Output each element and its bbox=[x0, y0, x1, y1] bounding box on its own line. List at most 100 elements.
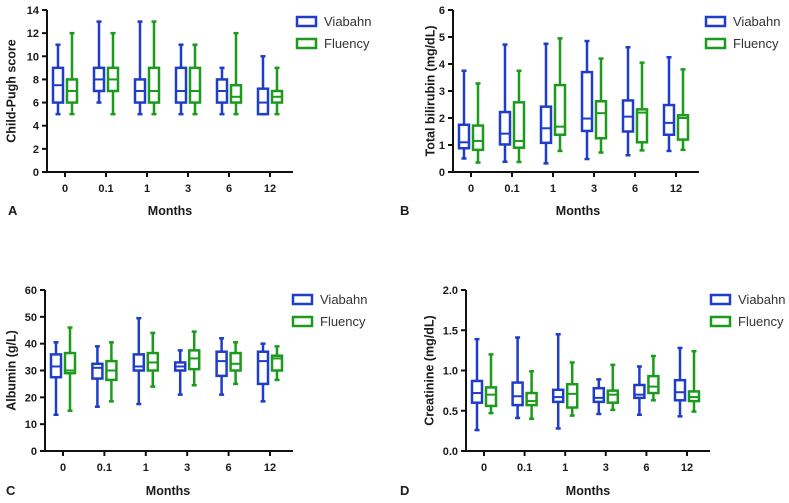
box-viabahn-0.1 bbox=[91, 345, 104, 408]
x-tick-label: 0.1 bbox=[97, 462, 112, 474]
box-viabahn-0 bbox=[51, 43, 65, 116]
box-viabahn-3 bbox=[580, 39, 594, 161]
box-viabahn-6 bbox=[215, 337, 228, 396]
box-viabahn-12 bbox=[256, 342, 270, 403]
box-fluency-0.1 bbox=[105, 341, 118, 403]
iqr-box bbox=[673, 378, 687, 402]
iqr-box bbox=[635, 108, 649, 144]
box-viabahn-0 bbox=[470, 337, 484, 432]
y-tick-label: 14 bbox=[27, 5, 40, 17]
panel-letter: B bbox=[400, 203, 409, 218]
iqr-box bbox=[188, 66, 202, 104]
box-fluency-12 bbox=[270, 345, 284, 382]
box-fluency-12 bbox=[687, 349, 701, 413]
iqr-box bbox=[91, 362, 104, 380]
iqr-box bbox=[606, 389, 620, 404]
y-tick-label: 0.5 bbox=[443, 406, 458, 418]
box-viabahn-3 bbox=[174, 43, 188, 116]
x-tick-label: 1 bbox=[144, 183, 150, 195]
y-axis-title: Creatinine (mg/dL) bbox=[422, 315, 436, 425]
iqr-box bbox=[471, 124, 485, 152]
box-fluency-0 bbox=[484, 353, 498, 415]
box-viabahn-3 bbox=[173, 349, 187, 396]
box-fluency-1 bbox=[147, 20, 161, 116]
iqr-box bbox=[132, 353, 146, 372]
box-viabahn-0 bbox=[49, 341, 63, 417]
legend-swatch-viabahn bbox=[709, 293, 732, 306]
iqr-box bbox=[594, 100, 608, 140]
box-viabahn-1 bbox=[551, 333, 565, 430]
y-tick-label: 50 bbox=[25, 312, 37, 324]
box-viabahn-6 bbox=[215, 66, 229, 116]
y-axis-title: Child-Pugh score bbox=[4, 39, 18, 143]
y-axis-title: Total bilirubin (mg/dL) bbox=[423, 26, 437, 157]
box-fluency-3 bbox=[188, 43, 202, 116]
iqr-box bbox=[553, 83, 567, 136]
x-tick-label: 3 bbox=[591, 183, 597, 195]
iqr-box bbox=[662, 103, 676, 136]
iqr-box bbox=[539, 105, 553, 145]
legend-swatch-fluency bbox=[295, 37, 318, 50]
box-fluency-0.1 bbox=[106, 31, 120, 116]
iqr-box bbox=[470, 379, 484, 404]
y-tick-label: 0 bbox=[31, 446, 37, 458]
box-fluency-1 bbox=[565, 361, 579, 417]
iqr-box bbox=[565, 382, 579, 409]
x-tick-label: 12 bbox=[681, 462, 693, 474]
iqr-box bbox=[512, 101, 526, 149]
box-fluency-3 bbox=[594, 57, 608, 154]
y-tick-label: 6 bbox=[439, 5, 445, 17]
x-axis-title: Months bbox=[556, 204, 600, 218]
y-tick-label: 1.0 bbox=[443, 366, 458, 378]
y-tick-label: 0 bbox=[439, 167, 445, 179]
y-tick-label: 10 bbox=[27, 51, 39, 63]
y-tick-label: 3 bbox=[439, 86, 445, 98]
box-fluency-0.1 bbox=[512, 69, 526, 164]
box-fluency-12 bbox=[270, 66, 284, 116]
y-axis-title: Albumin (g/L) bbox=[4, 330, 18, 411]
legend-swatch-fluency bbox=[704, 37, 727, 50]
x-tick-label: 0.1 bbox=[517, 462, 532, 474]
box-viabahn-6 bbox=[633, 365, 646, 417]
panel-D: 0.0 0.5 1.0 1.5 2.0 0 0.1 1 3 6 12 Viabahn Fluency Cr… bbox=[400, 285, 785, 498]
box-fluency-12 bbox=[676, 68, 690, 152]
y-tick-label: 5 bbox=[439, 32, 445, 44]
y-tick-label: 6 bbox=[33, 98, 39, 110]
legend-label-fluency: Fluency bbox=[324, 36, 370, 51]
legend-swatch-fluency bbox=[291, 315, 314, 328]
box-fluency-0 bbox=[63, 326, 77, 412]
panel-letter: C bbox=[6, 483, 16, 498]
box-viabahn-1 bbox=[132, 316, 146, 406]
iqr-box bbox=[229, 351, 242, 372]
panel-A: 0 2 4 6 8 10 12 14 0 0.1 1 3 6 12 Viabahn Fluency Child-… bbox=[4, 5, 371, 218]
box-viabahn-12 bbox=[673, 346, 687, 418]
iqr-box bbox=[633, 383, 646, 400]
box-viabahn-12 bbox=[662, 56, 676, 153]
x-tick-label: 3 bbox=[603, 462, 609, 474]
iqr-box bbox=[215, 350, 228, 378]
y-tick-label: 0 bbox=[33, 167, 39, 179]
y-tick-label: 0.0 bbox=[443, 446, 458, 458]
iqr-box bbox=[676, 114, 690, 141]
iqr-box bbox=[511, 381, 524, 407]
x-tick-label: 6 bbox=[643, 462, 649, 474]
iqr-box bbox=[174, 66, 188, 104]
y-tick-label: 4 bbox=[33, 121, 40, 133]
legend-swatch-viabahn bbox=[295, 15, 318, 28]
iqr-box bbox=[498, 110, 512, 146]
y-tick-label: 8 bbox=[33, 74, 39, 86]
iqr-box bbox=[270, 354, 284, 372]
box-fluency-6 bbox=[229, 31, 243, 116]
x-tick-label: 12 bbox=[670, 183, 682, 195]
box-viabahn-0.1 bbox=[92, 20, 106, 104]
iqr-box bbox=[484, 386, 498, 408]
iqr-box bbox=[592, 386, 606, 404]
box-fluency-6 bbox=[647, 354, 660, 402]
legend-label-fluency: Fluency bbox=[733, 36, 779, 51]
x-axis-title: Months bbox=[146, 484, 190, 498]
x-tick-label: 0 bbox=[62, 183, 68, 195]
legend-label-viabahn: Viabahn bbox=[320, 292, 367, 307]
x-tick-label: 3 bbox=[185, 183, 191, 195]
legend-label-fluency: Fluency bbox=[320, 314, 366, 329]
